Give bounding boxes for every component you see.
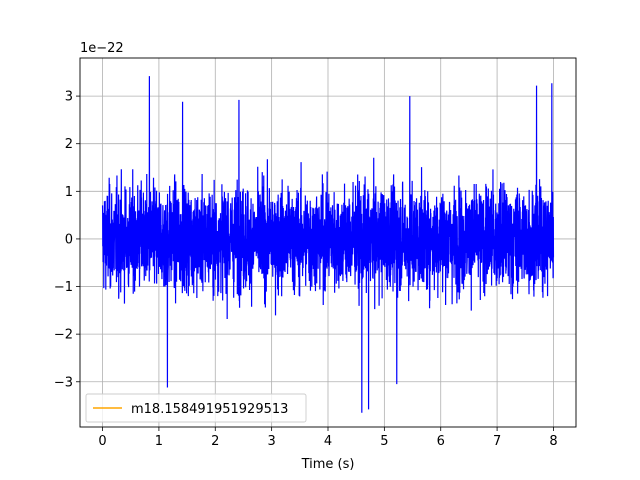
- legend-box: [85, 393, 307, 423]
- x-tick-label: 5: [380, 434, 388, 449]
- x-tick-label: 2: [211, 434, 219, 449]
- y-tick-label: 2: [65, 137, 73, 152]
- y-tick-label: 0: [65, 232, 73, 247]
- x-tick-label: 3: [267, 434, 275, 449]
- y-axis-ticks: −3 −2 −1 0 1 2 3: [54, 90, 80, 390]
- legend: m18.158491951929513: [85, 393, 307, 423]
- y-tick-label: −3: [54, 375, 73, 390]
- x-tick-label: 8: [549, 434, 557, 449]
- x-tick-label: 4: [324, 434, 332, 449]
- y-tick-label: −1: [54, 280, 73, 295]
- y-offset-text: 1e−22: [80, 41, 124, 56]
- signal-series: [101, 76, 555, 413]
- legend-label: m18.158491951929513: [131, 402, 288, 417]
- signal-line: [101, 76, 555, 413]
- y-tick-label: 1: [65, 185, 73, 200]
- x-tick-label: 6: [437, 434, 445, 449]
- x-axis-ticks: 0 1 2 3 4 5 6 7 8: [98, 427, 558, 449]
- x-axis-label: Time (s): [301, 457, 355, 472]
- y-tick-label: 3: [65, 90, 73, 105]
- x-tick-label: 7: [493, 434, 501, 449]
- x-tick-label: 0: [98, 434, 106, 449]
- y-tick-label: −2: [54, 328, 73, 343]
- x-tick-label: 1: [155, 434, 163, 449]
